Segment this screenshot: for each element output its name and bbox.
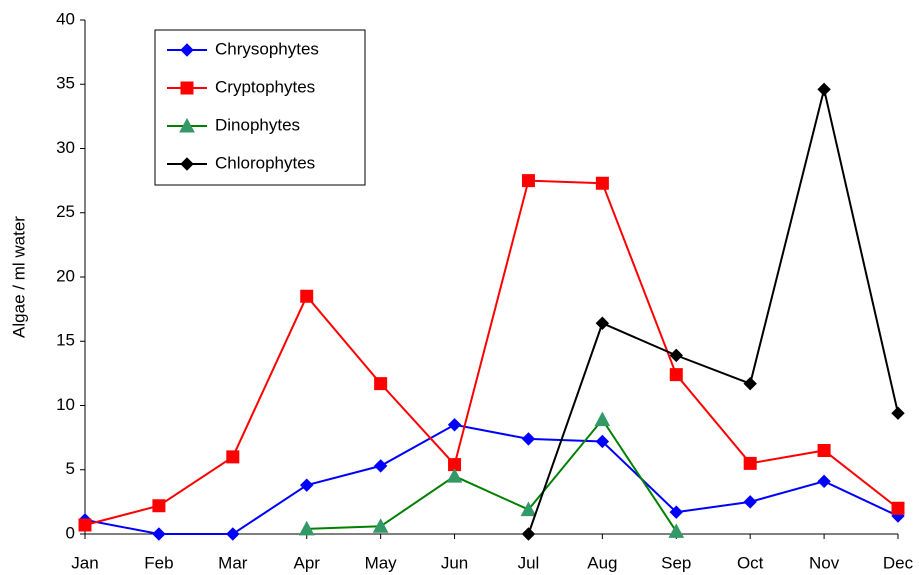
- data-point: [595, 176, 609, 190]
- x-tick-label: Sep: [661, 553, 691, 572]
- data-point: [669, 348, 683, 363]
- data-point: [817, 82, 831, 97]
- data-point: [743, 495, 757, 509]
- legend-label: Dinophytes: [215, 115, 300, 134]
- data-point: [226, 527, 240, 541]
- y-tick-label: 30: [56, 138, 75, 157]
- x-tick-label: Jun: [441, 553, 468, 572]
- data-point: [669, 368, 683, 382]
- series-line: [84, 179, 899, 526]
- data-point: [594, 411, 611, 427]
- x-tick-label: Dec: [883, 553, 914, 572]
- data-point: [669, 505, 683, 519]
- y-tick-label: 25: [56, 202, 75, 221]
- data-point: [152, 499, 166, 513]
- series-line: [306, 417, 678, 532]
- y-tick-label: 35: [56, 74, 75, 93]
- data-point: [595, 434, 610, 449]
- series-line: [527, 89, 899, 535]
- y-tick-label: 15: [56, 331, 75, 350]
- x-tick-label: Aug: [587, 553, 617, 572]
- x-tick-label: May: [365, 553, 398, 572]
- data-point: [374, 377, 388, 391]
- y-tick-label: 40: [56, 9, 75, 28]
- data-point: [447, 418, 462, 432]
- legend-box: [154, 29, 366, 186]
- y-axis-label: Algae / ml water: [9, 216, 28, 338]
- legend-label: Chrysophytes: [215, 39, 319, 58]
- data-point: [521, 432, 536, 446]
- legend-marker: [180, 81, 194, 95]
- legend-marker: [179, 117, 195, 133]
- legend-marker: [180, 157, 194, 171]
- data-point: [668, 523, 685, 538]
- x-tick-label: Mar: [218, 553, 248, 572]
- data-point: [300, 478, 314, 492]
- data-point: [373, 459, 388, 473]
- data-point: [152, 527, 166, 541]
- data-point: [743, 376, 757, 391]
- data-point: [372, 518, 389, 533]
- data-point: [78, 518, 92, 532]
- data-point: [743, 456, 757, 470]
- y-tick-label: 20: [56, 266, 75, 285]
- legend-label: Cryptophytes: [215, 77, 315, 96]
- y-tick-label: 5: [66, 459, 75, 478]
- data-point: [521, 527, 536, 541]
- y-tick-label: 10: [56, 395, 75, 414]
- data-point: [521, 174, 535, 188]
- data-point: [448, 458, 462, 472]
- data-point: [817, 443, 831, 457]
- y-tick-label: 0: [66, 523, 75, 542]
- data-point: [446, 468, 463, 483]
- data-point: [891, 406, 905, 420]
- series-line: [84, 423, 899, 535]
- data-point: [226, 450, 240, 464]
- legend-label: Chlorophytes: [215, 153, 315, 172]
- data-point: [891, 501, 905, 515]
- x-tick-label: Apr: [293, 553, 320, 572]
- x-tick-label: Nov: [809, 553, 840, 572]
- data-point: [817, 474, 831, 489]
- data-point: [298, 520, 315, 536]
- legend-marker: [180, 43, 194, 57]
- x-tick-label: Jan: [71, 553, 98, 572]
- x-tick-label: Feb: [144, 553, 173, 572]
- x-tick-label: Jul: [518, 553, 540, 572]
- x-tick-label: Oct: [737, 553, 764, 572]
- data-point: [300, 289, 314, 303]
- data-point: [520, 501, 537, 517]
- data-point: [595, 316, 610, 330]
